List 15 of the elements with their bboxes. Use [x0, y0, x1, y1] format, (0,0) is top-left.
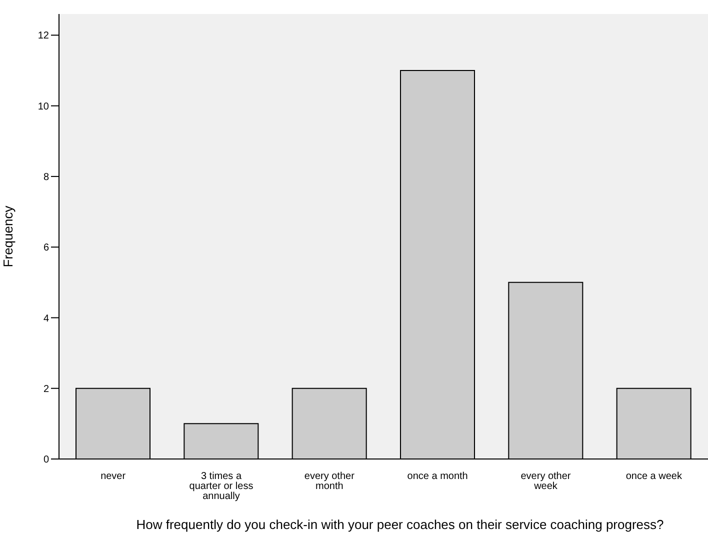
y-axis-title: Frequency: [0, 205, 16, 268]
y-tick-label: 10: [38, 101, 50, 112]
x-tick-label: every other week: [520, 471, 572, 492]
y-tick-label: 2: [43, 384, 50, 395]
y-tick-label: 6: [43, 242, 50, 254]
x-tick-label: never: [100, 471, 126, 482]
x-tick-label: once a month: [407, 471, 468, 482]
x-tick-label: every other month: [304, 471, 356, 492]
x-axis-title: How frequently do you check-in with your peer coaches on their service coaching progress?: [135, 517, 665, 533]
y-tick-label: 4: [43, 313, 50, 324]
y-tick-label: 0: [43, 454, 50, 466]
y-tick-label: 12: [38, 30, 50, 42]
x-tick-label: once a week: [626, 471, 683, 482]
y-tick-label: 8: [43, 172, 50, 184]
x-tick-label: 3 times a quarter or less annually: [189, 471, 254, 502]
